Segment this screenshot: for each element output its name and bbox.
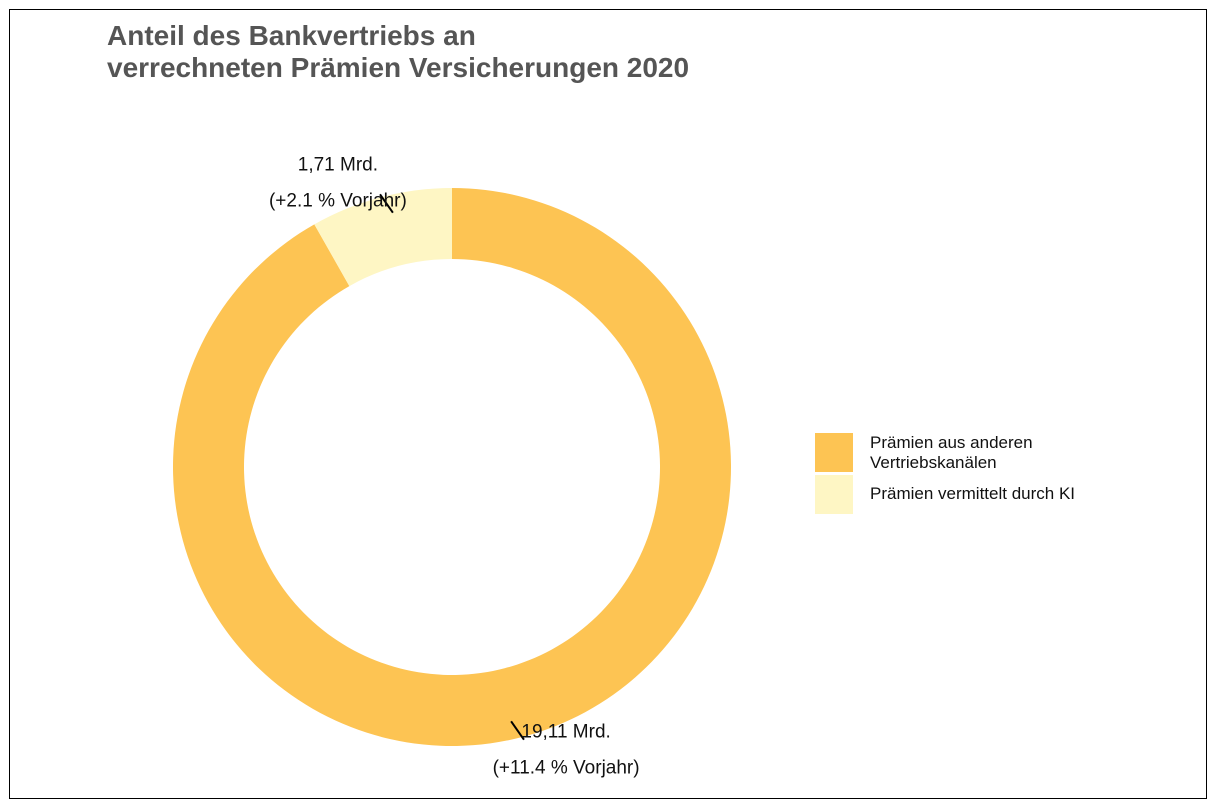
legend-label: Prämien vermittelt durch KI: [870, 484, 1076, 503]
data-label: 19,11 Mrd.: [521, 721, 610, 742]
legend-swatch: [815, 475, 853, 514]
donut-slice: [172, 188, 731, 747]
data-label: 1,71 Mrd.: [298, 155, 378, 176]
chart-title: Anteil des Bankvertriebs an verrechneten…: [107, 20, 690, 83]
leader-line: [379, 193, 394, 214]
donut-slice: [314, 188, 452, 287]
leader-line: [510, 720, 525, 741]
legend-label: Prämien aus anderen Vertriebskanälen: [870, 433, 1033, 472]
data-annotation: (+11.4 % Vorjahr): [493, 757, 640, 778]
data-annotation: (+2.1 % Vorjahr): [269, 191, 407, 212]
legend-swatch: [815, 433, 853, 472]
